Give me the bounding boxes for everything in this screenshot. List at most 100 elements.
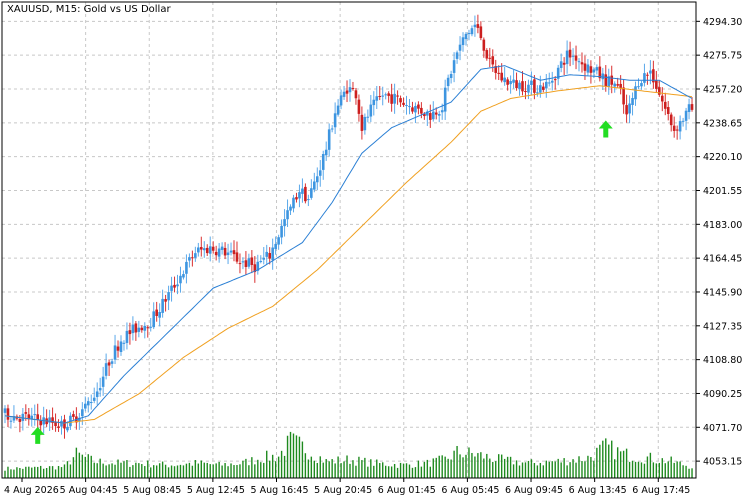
candle-bull[interactable] — [678, 121, 682, 132]
candle-bull[interactable] — [321, 154, 325, 170]
candle-bull[interactable] — [565, 50, 569, 65]
candle-bear[interactable] — [562, 62, 566, 65]
candle-bear[interactable] — [616, 84, 619, 86]
candle-bull[interactable] — [440, 110, 444, 113]
candle-bull[interactable] — [426, 111, 429, 116]
candle-bear[interactable] — [387, 93, 390, 96]
candle-bull[interactable] — [122, 342, 126, 344]
candle-bull[interactable] — [405, 105, 408, 107]
candle-bull[interactable] — [98, 388, 102, 391]
candle-bull[interactable] — [464, 33, 468, 40]
candle-bull[interactable] — [202, 248, 206, 251]
candle-bull[interactable] — [283, 219, 286, 227]
candle-bull[interactable] — [381, 95, 385, 97]
candle-bear[interactable] — [345, 90, 349, 94]
candle-bull[interactable] — [262, 257, 266, 260]
candle-bull[interactable] — [643, 73, 646, 83]
candle-bull[interactable] — [131, 324, 135, 334]
candle-bull[interactable] — [631, 98, 634, 106]
candle-bull[interactable] — [220, 246, 224, 250]
candle-bear[interactable] — [485, 50, 489, 59]
candle-bull[interactable] — [3, 408, 7, 413]
candle-bull[interactable] — [81, 409, 84, 417]
candle-bull[interactable] — [179, 275, 182, 284]
candle-bull[interactable] — [431, 111, 435, 120]
candle-bear[interactable] — [675, 129, 679, 131]
candle-bear[interactable] — [625, 105, 628, 115]
candle-bear[interactable] — [51, 417, 54, 423]
candle-bear[interactable] — [354, 90, 358, 99]
candle-bear[interactable] — [574, 55, 578, 61]
candle-bear[interactable] — [238, 263, 242, 265]
candle-bear[interactable] — [491, 56, 495, 65]
candle-bull[interactable] — [9, 420, 13, 422]
candle-bear[interactable] — [672, 125, 676, 131]
candle-bear[interactable] — [72, 414, 75, 417]
candle-bull[interactable] — [595, 67, 599, 71]
candle-bear[interactable] — [134, 323, 138, 333]
candle-bear[interactable] — [533, 79, 536, 93]
candle-bull[interactable] — [113, 345, 117, 360]
candle-bull[interactable] — [348, 87, 352, 93]
candle-bear[interactable] — [610, 75, 614, 85]
candle-bull[interactable] — [125, 330, 129, 343]
candle-bear[interactable] — [235, 252, 239, 262]
candle-bull[interactable] — [286, 210, 289, 220]
candle-bear[interactable] — [146, 327, 150, 329]
candle-bull[interactable] — [84, 403, 87, 409]
candle-bull[interactable] — [613, 83, 616, 87]
candle-bear[interactable] — [295, 197, 298, 200]
candle-bull[interactable] — [324, 149, 328, 156]
candle-bull[interactable] — [310, 188, 313, 198]
candle-bull[interactable] — [315, 176, 319, 183]
candle-bull[interactable] — [318, 170, 322, 176]
candle-bull[interactable] — [60, 420, 63, 427]
candle-bull[interactable] — [556, 67, 560, 79]
candle-bear[interactable] — [666, 107, 670, 115]
candle-bear[interactable] — [515, 80, 518, 89]
candle-bear[interactable] — [351, 88, 355, 90]
candle-bear[interactable] — [494, 66, 498, 73]
candle-bull[interactable] — [241, 261, 245, 263]
candle-bull[interactable] — [512, 79, 515, 83]
candle-bull[interactable] — [92, 397, 96, 401]
candle-bull[interactable] — [634, 86, 637, 100]
candle-bear[interactable] — [232, 250, 236, 255]
candle-bull[interactable] — [408, 106, 411, 108]
candle-bear[interactable] — [214, 251, 218, 256]
candle-bear[interactable] — [155, 309, 158, 316]
candle-bull[interactable] — [366, 116, 370, 118]
candle-bull[interactable] — [208, 246, 212, 254]
candle-bull[interactable] — [571, 55, 575, 57]
candle-bull[interactable] — [259, 261, 263, 263]
candle-bull[interactable] — [104, 363, 108, 376]
candle-bear[interactable] — [57, 426, 60, 429]
candle-bear[interactable] — [646, 74, 649, 76]
candle-bear[interactable] — [411, 107, 414, 112]
candle-bull[interactable] — [443, 87, 447, 112]
candle-bear[interactable] — [524, 91, 527, 93]
candle-bear[interactable] — [211, 246, 215, 251]
candle-bull[interactable] — [437, 114, 441, 116]
candle-bear[interactable] — [140, 327, 144, 331]
candle-bull[interactable] — [170, 285, 173, 291]
candle-bull[interactable] — [226, 252, 230, 256]
candle-bear[interactable] — [580, 62, 584, 65]
candle-bear[interactable] — [191, 257, 194, 259]
candle-bull[interactable] — [280, 225, 283, 238]
candle-bull[interactable] — [185, 261, 188, 274]
candle-bull[interactable] — [455, 52, 459, 59]
candle-bear[interactable] — [27, 414, 31, 420]
candle-bull[interactable] — [687, 104, 691, 113]
candle-bear[interactable] — [250, 257, 254, 265]
candle-bull[interactable] — [110, 361, 114, 364]
candle-bull[interactable] — [536, 92, 539, 94]
candle-bear[interactable] — [497, 72, 501, 74]
candle-bear[interactable] — [482, 39, 486, 51]
candle-bear[interactable] — [423, 113, 426, 117]
candle-bear[interactable] — [6, 408, 10, 420]
candle-bull[interactable] — [327, 129, 331, 150]
candle-bull[interactable] — [298, 192, 301, 199]
candle-bull[interactable] — [256, 261, 260, 271]
candle-bear[interactable] — [399, 98, 402, 103]
